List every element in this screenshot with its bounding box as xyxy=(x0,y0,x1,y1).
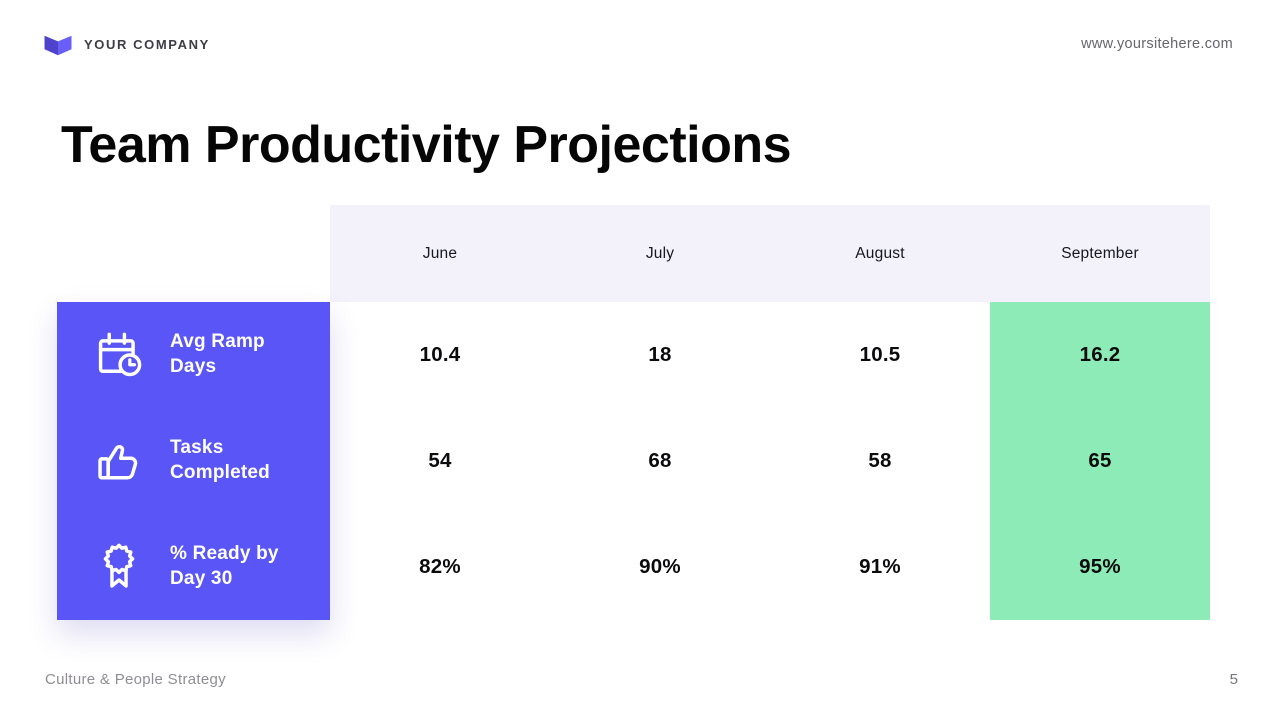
page-number: 5 xyxy=(1229,671,1238,688)
page-title: Team Productivity Projections xyxy=(61,116,792,174)
column-header-august: August xyxy=(855,244,905,262)
cell-avg-ramp-september: 16.2 xyxy=(1079,343,1121,366)
cell-tasks-july: 68 xyxy=(648,449,672,472)
cell-tasks-june: 54 xyxy=(428,449,452,472)
row-label-ready-by-day-30: % Ready by Day 30 xyxy=(170,543,279,589)
footer-section-label: Culture & People Strategy xyxy=(45,671,226,688)
cell-ready-september: 95% xyxy=(1079,555,1121,578)
thumbs-up-icon xyxy=(98,445,138,480)
website-url: www.yoursitehere.com xyxy=(1081,36,1233,52)
highlighted-column-september xyxy=(990,302,1210,620)
column-header-june: June xyxy=(422,244,458,262)
cell-avg-ramp-june: 10.4 xyxy=(419,343,461,366)
company-logo-icon xyxy=(44,35,72,56)
table-body: 10.4 18 10.5 16.2 54 68 58 65 82% 90% 91… xyxy=(330,302,1210,620)
slide-top-bar: YOUR COMPANY www.yoursitehere.com xyxy=(43,30,1233,58)
company-name: YOUR COMPANY xyxy=(84,36,210,52)
metric-row-ready-by-day-30: % Ready by Day 30 xyxy=(57,514,330,620)
table-row: 54 68 58 65 xyxy=(330,408,1210,514)
cell-tasks-august: 58 xyxy=(868,449,892,472)
table-row: 82% 90% 91% 95% xyxy=(330,514,1210,620)
calendar-clock-icon xyxy=(98,332,142,377)
award-icon xyxy=(103,543,135,588)
column-header-july: July xyxy=(645,244,675,262)
row-label-tasks-completed: Tasks Completed xyxy=(170,437,270,483)
column-header-september: September xyxy=(1061,244,1139,262)
cell-avg-ramp-july: 18 xyxy=(648,343,672,366)
cell-ready-july: 90% xyxy=(639,555,681,578)
row-label-avg-ramp-days: Avg Ramp Days xyxy=(170,331,265,377)
cell-ready-june: 82% xyxy=(419,555,461,578)
cell-ready-august: 91% xyxy=(859,555,901,578)
cell-tasks-september: 65 xyxy=(1088,449,1112,472)
metric-row-tasks-completed: Tasks Completed xyxy=(57,408,330,514)
metric-row-avg-ramp-days: Avg Ramp Days xyxy=(57,302,330,408)
table-row: 10.4 18 10.5 16.2 xyxy=(330,302,1210,408)
table-column-header-row: June July August September xyxy=(330,205,1210,302)
row-labels-panel: Avg Ramp Days Tasks Completed % Ready by… xyxy=(57,302,330,620)
cell-avg-ramp-august: 10.5 xyxy=(859,343,901,366)
brand: YOUR COMPANY xyxy=(43,30,210,58)
